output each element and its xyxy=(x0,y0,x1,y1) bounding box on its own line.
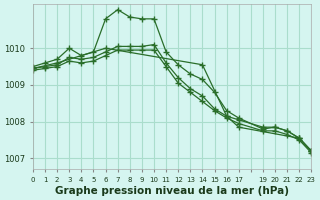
X-axis label: Graphe pression niveau de la mer (hPa): Graphe pression niveau de la mer (hPa) xyxy=(55,186,289,196)
